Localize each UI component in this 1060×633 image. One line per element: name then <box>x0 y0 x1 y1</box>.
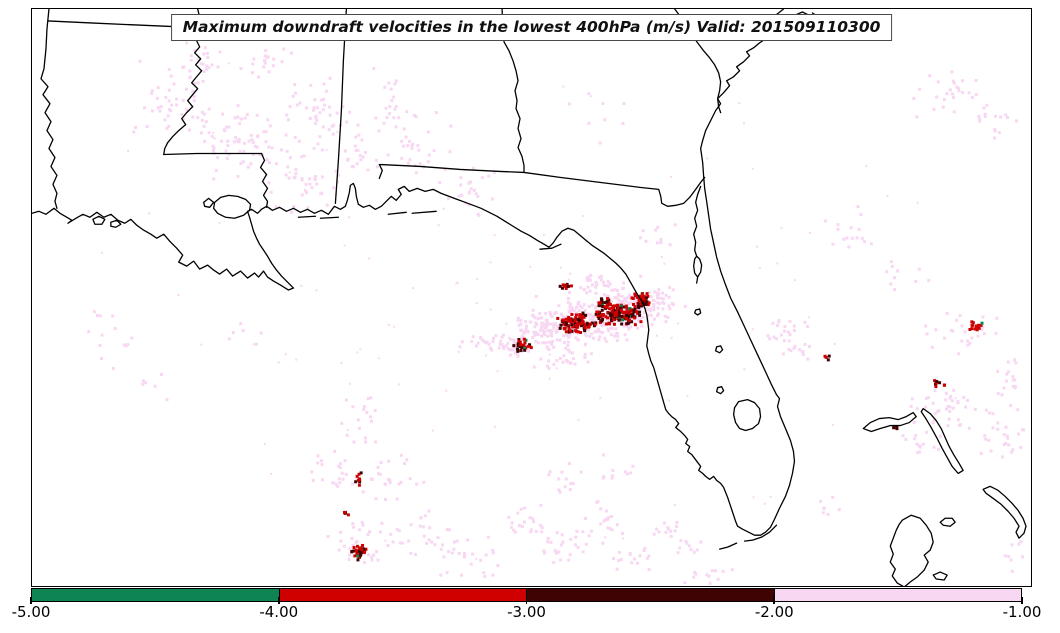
colorbar-segment <box>279 589 527 601</box>
plot-title-box: Maximum downdraft velocities in the lowe… <box>170 14 893 41</box>
colorbar <box>31 588 1022 602</box>
colorbar-segment <box>527 589 775 601</box>
lake-pontchartrain <box>212 194 252 219</box>
colorbar-tick-label: -3.00 <box>507 603 546 621</box>
colorbar-tick <box>30 597 32 604</box>
berry-islands <box>939 517 956 527</box>
colorbar-segment <box>774 589 1021 601</box>
abaco-island <box>920 407 964 475</box>
coastline-layer <box>32 9 1027 586</box>
andros-island <box>889 514 934 586</box>
eleuthera-island <box>982 485 1027 539</box>
colorbar-segment <box>32 589 280 601</box>
sw-louisiana-lakes <box>92 215 122 228</box>
colorbar-tick <box>1021 597 1023 604</box>
storm-cells-layer <box>342 282 984 562</box>
colorbar-tick <box>525 597 528 604</box>
colorbar-tick <box>773 597 776 604</box>
ms-al-border <box>334 9 348 204</box>
colorbar-tick-label: -5.00 <box>11 603 51 621</box>
pink-speckle-layer <box>87 41 1026 585</box>
pearl-river-border <box>259 152 269 208</box>
florida-keys <box>718 524 778 550</box>
new-providence-island <box>932 571 948 581</box>
tx-ar-la-west-border <box>40 9 58 209</box>
al-ga-border <box>501 9 525 173</box>
lake-okeechobee <box>732 398 762 432</box>
grand-bahama-island <box>862 411 917 433</box>
lake-maurepas <box>203 197 215 208</box>
map-svg <box>32 9 1027 586</box>
colorbar-tick-label: -2.00 <box>754 603 794 621</box>
st-johns-river <box>693 185 703 284</box>
colorbar-tick-label: -1.00 <box>1002 603 1042 621</box>
plot-title: Maximum downdraft velocities in the lowe… <box>182 18 881 36</box>
colorbar-tick-label: -4.00 <box>259 603 299 621</box>
barrier-islands <box>297 210 562 250</box>
colorbar-tick <box>277 597 280 604</box>
la-ms-31n-border <box>163 152 263 156</box>
gulf-and-atlantic-coastline <box>32 9 796 536</box>
map-plot-area: Maximum downdraft velocities in the lowe… <box>31 8 1032 587</box>
central-florida-lakes <box>694 308 725 395</box>
fl-north-border <box>378 163 706 207</box>
